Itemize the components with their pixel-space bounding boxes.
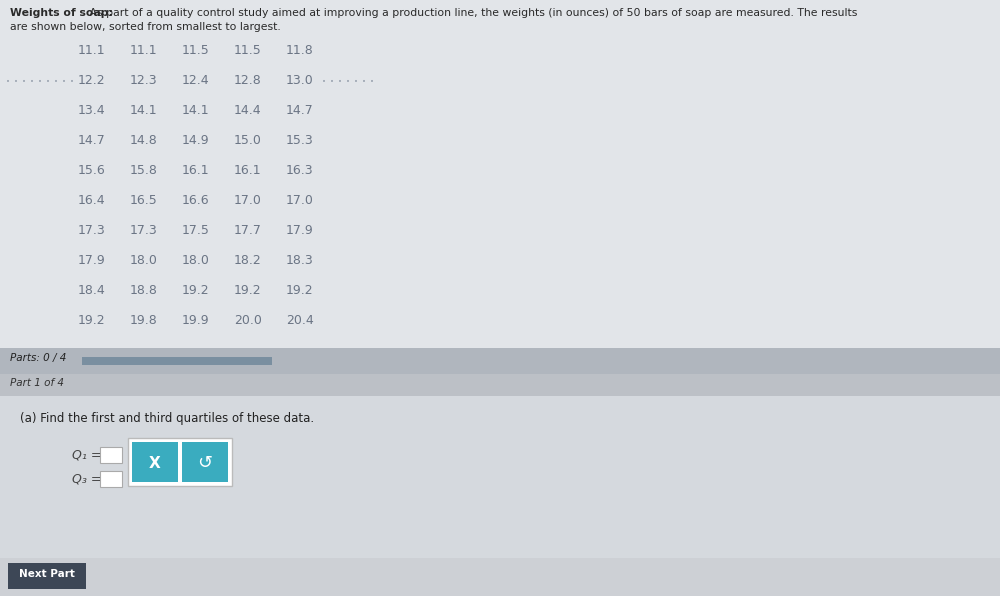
Text: •: • [14, 79, 18, 85]
Bar [0, 396, 1000, 558]
Text: 19.2: 19.2 [78, 314, 106, 327]
Text: 16.3: 16.3 [286, 164, 314, 177]
Bar [182, 442, 228, 482]
Text: •: • [6, 79, 10, 85]
Text: 15.8: 15.8 [130, 164, 158, 177]
Text: Parts: 0 / 4: Parts: 0 / 4 [10, 353, 66, 363]
Text: 11.1: 11.1 [130, 44, 158, 57]
Text: 19.9: 19.9 [182, 314, 210, 327]
Text: Q₃ =: Q₃ = [72, 472, 101, 485]
Text: •: • [38, 79, 42, 85]
Text: 12.3: 12.3 [130, 74, 158, 87]
Text: •: • [338, 79, 342, 85]
Text: As part of a quality control study aimed at improving a production line, the wei: As part of a quality control study aimed… [86, 8, 857, 18]
Text: 13.0: 13.0 [286, 74, 314, 87]
Text: 14.7: 14.7 [286, 104, 314, 117]
Text: X: X [149, 456, 161, 471]
Text: 18.3: 18.3 [286, 254, 314, 267]
Text: Part 1 of 4: Part 1 of 4 [10, 378, 64, 388]
Text: 18.2: 18.2 [234, 254, 262, 267]
Text: 14.9: 14.9 [182, 134, 210, 147]
Text: •: • [30, 79, 34, 85]
Text: 17.0: 17.0 [286, 194, 314, 207]
Text: 11.5: 11.5 [234, 44, 262, 57]
Text: 20.0: 20.0 [234, 314, 262, 327]
Text: •: • [322, 79, 326, 85]
Text: 14.1: 14.1 [182, 104, 210, 117]
Text: 11.1: 11.1 [78, 44, 106, 57]
Text: •: • [22, 79, 26, 85]
Text: 18.0: 18.0 [182, 254, 210, 267]
Text: 20.4: 20.4 [286, 314, 314, 327]
Text: 16.1: 16.1 [182, 164, 210, 177]
Bar [132, 442, 178, 482]
Text: •: • [54, 79, 58, 85]
Text: 12.8: 12.8 [234, 74, 262, 87]
Text: •: • [62, 79, 66, 85]
Text: 14.4: 14.4 [234, 104, 262, 117]
Text: 17.3: 17.3 [78, 224, 106, 237]
Text: Q₁ =: Q₁ = [72, 448, 101, 461]
Text: •: • [70, 79, 74, 85]
Text: 15.6: 15.6 [78, 164, 106, 177]
Text: 19.8: 19.8 [130, 314, 158, 327]
Text: •: • [370, 79, 374, 85]
Text: (a) Find the first and third quartiles of these data.: (a) Find the first and third quartiles o… [20, 412, 314, 425]
Bar [100, 447, 122, 463]
Text: •: • [46, 79, 50, 85]
Text: 19.2: 19.2 [182, 284, 210, 297]
Text: Weights of soap:: Weights of soap: [10, 8, 113, 18]
Text: 14.7: 14.7 [78, 134, 106, 147]
Text: 17.3: 17.3 [130, 224, 158, 237]
Text: 14.1: 14.1 [130, 104, 158, 117]
Text: 13.4: 13.4 [78, 104, 106, 117]
Text: •: • [330, 79, 334, 85]
Text: 12.4: 12.4 [182, 74, 210, 87]
Text: 16.4: 16.4 [78, 194, 106, 207]
Text: 18.8: 18.8 [130, 284, 158, 297]
Text: Next Part: Next Part [19, 569, 75, 579]
Bar [0, 374, 1000, 396]
Text: 17.0: 17.0 [234, 194, 262, 207]
Text: 17.7: 17.7 [234, 224, 262, 237]
Text: 15.3: 15.3 [286, 134, 314, 147]
Text: 15.0: 15.0 [234, 134, 262, 147]
Bar [82, 357, 272, 365]
Bar [128, 438, 232, 486]
Text: 19.2: 19.2 [234, 284, 262, 297]
Text: 16.1: 16.1 [234, 164, 262, 177]
Bar [100, 471, 122, 487]
Text: 11.5: 11.5 [182, 44, 210, 57]
Text: 12.2: 12.2 [78, 74, 106, 87]
Text: 17.9: 17.9 [286, 224, 314, 237]
Text: 16.5: 16.5 [130, 194, 158, 207]
Text: are shown below, sorted from smallest to largest.: are shown below, sorted from smallest to… [10, 22, 281, 32]
Bar [0, 558, 1000, 596]
Text: 18.4: 18.4 [78, 284, 106, 297]
Text: 19.2: 19.2 [286, 284, 314, 297]
Bar [8, 563, 86, 589]
Text: 16.6: 16.6 [182, 194, 210, 207]
Text: 18.0: 18.0 [130, 254, 158, 267]
Text: •: • [354, 79, 358, 85]
Text: 17.9: 17.9 [78, 254, 106, 267]
Text: ↺: ↺ [197, 454, 213, 472]
Text: 11.8: 11.8 [286, 44, 314, 57]
Text: 14.8: 14.8 [130, 134, 158, 147]
Bar [0, 348, 1000, 374]
Bar [0, 0, 1000, 348]
Text: 17.5: 17.5 [182, 224, 210, 237]
Text: •: • [346, 79, 350, 85]
Text: •: • [362, 79, 366, 85]
